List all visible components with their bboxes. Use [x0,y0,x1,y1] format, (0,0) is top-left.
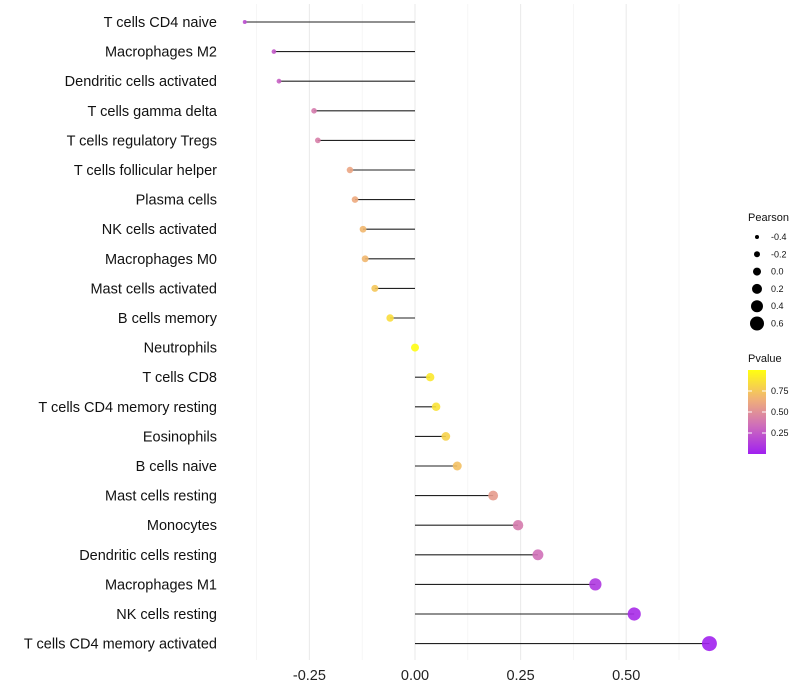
category-label: Macrophages M0 [105,252,217,268]
category-label: B cells naive [136,459,217,475]
legend: Pearson -0.4 -0.2 0.0 0.2 0.4 0.6 Pvalue 0.75… [748,212,789,454]
size-legend-dot [754,251,760,258]
size-legend-dot [755,235,759,239]
data-point [371,284,379,292]
category-label: T cells CD4 naive [104,15,217,31]
category-label: Dendritic cells activated [65,74,217,90]
chart-marks [242,20,717,652]
size-legend-label: 0.6 [771,319,784,329]
size-legend-title: Pearson [748,212,789,224]
size-legend-label: 0.4 [771,301,784,311]
color-legend: 0.75 0.50 0.25 [748,386,789,438]
x-tick-label: 0.25 [506,668,534,684]
data-point [311,107,317,114]
category-label: NK cells resting [116,607,217,623]
category-label: T cells regulatory Tregs [67,133,217,149]
category-label: T cells CD4 memory resting [38,400,217,416]
size-legend-label: -0.4 [771,232,787,242]
color-bar [748,370,766,454]
data-point [271,49,277,54]
category-label: T cells CD4 memory activated [24,637,217,653]
data-point [488,490,499,501]
category-label: NK cells activated [102,222,217,238]
category-label: Macrophages M2 [105,45,217,61]
data-point [627,607,641,621]
size-legend-dot [752,283,762,294]
x-tick-label: -0.25 [293,668,326,684]
size-legend-label: 0.2 [771,284,784,294]
category-label: B cells memory [118,311,218,327]
size-legend: -0.4 -0.2 0.0 0.2 0.4 0.6 [750,232,787,331]
grid [256,4,680,660]
size-legend-label: 0.0 [771,267,784,277]
data-point [361,255,369,263]
category-label: Mast cells activated [90,281,217,297]
category-label: Monocytes [147,518,217,534]
data-point [346,166,354,174]
x-axis-ticks: -0.25 0.00 0.25 0.50 [293,668,640,684]
data-point [431,402,441,412]
x-tick-label: 0.00 [401,668,429,684]
category-label: T cells gamma delta [88,104,218,120]
category-label: Mast cells resting [105,489,217,505]
data-point [701,636,717,652]
data-point [242,20,247,24]
category-label: Dendritic cells resting [79,548,217,564]
y-axis-labels: T cells CD4 naive Macrophages M2 Dendritic… [24,15,218,653]
category-label: Macrophages M1 [105,577,217,593]
size-legend-dot [750,316,764,331]
data-point [452,461,462,471]
category-label: T cells follicular helper [74,163,217,179]
category-label: T cells CD8 [142,370,217,386]
color-legend-label: 0.50 [771,407,789,417]
size-legend-dot [751,300,763,313]
data-point [314,137,321,144]
color-legend-label: 0.25 [771,428,789,438]
data-point [532,549,544,561]
data-point [411,343,419,352]
x-tick-label: 0.50 [612,668,640,684]
size-legend-dot [753,267,761,276]
data-point [386,314,394,322]
category-label: Eosinophils [143,429,217,445]
category-label: Neutrophils [144,341,217,357]
data-point [359,225,367,233]
data-point [426,373,435,382]
data-point [512,519,524,531]
data-point [589,578,602,591]
size-legend-label: -0.2 [771,249,787,259]
color-legend-label: 0.75 [771,386,789,396]
category-label: Plasma cells [136,193,217,209]
data-point [276,78,282,84]
data-point [441,432,451,441]
color-legend-title: Pvalue [748,353,782,365]
data-point [351,196,359,203]
